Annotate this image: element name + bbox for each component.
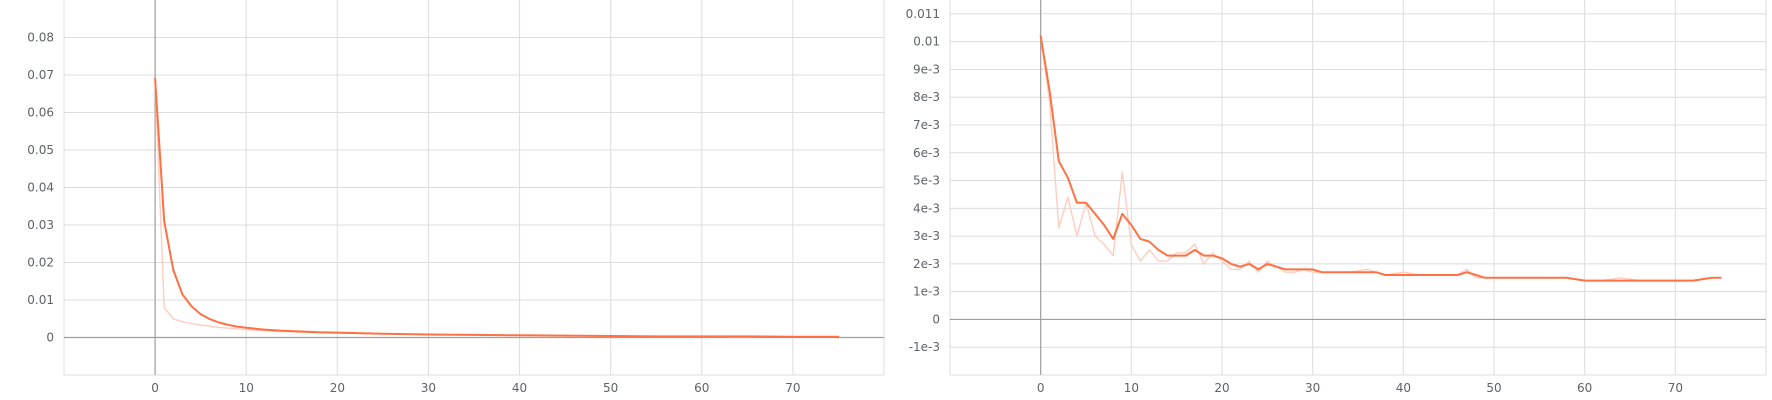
y-tick-label: 0.01 xyxy=(27,293,54,307)
chart-left: 0 10 20 30 40 50 60 70 0 0.01 0.02 0.03 0.04 0.05 0.06… xyxy=(27,0,885,395)
x-tick-label: 0 xyxy=(1037,381,1045,395)
y-tick-label: 0.011 xyxy=(906,7,940,21)
y-tick-label: 4e-3 xyxy=(913,201,940,215)
x-tick-label: 50 xyxy=(1486,381,1501,395)
y-tick-label: 8e-3 xyxy=(913,90,940,104)
y-tick-label: 0.07 xyxy=(27,68,54,82)
smoothed-series-line xyxy=(154,77,840,338)
y-tick-label: 0 xyxy=(46,331,54,345)
x-tick-label: 60 xyxy=(1577,381,1592,395)
x-tick-label: 20 xyxy=(1214,381,1229,395)
y-tick-label: 7e-3 xyxy=(913,118,940,132)
x-tick-label: 40 xyxy=(512,381,527,395)
smoothed-series-line xyxy=(1039,35,1722,282)
y-tick-label: 0.08 xyxy=(27,31,54,45)
y-tick-label: 1e-3 xyxy=(913,285,940,299)
x-tick-label: 50 xyxy=(603,381,618,395)
y-tick-label: 2e-3 xyxy=(913,257,940,271)
x-tick-label: 70 xyxy=(1668,381,1683,395)
y-tick-label: 0.03 xyxy=(27,218,54,232)
x-tick-label: 10 xyxy=(239,381,254,395)
x-tick-label: 10 xyxy=(1124,381,1139,395)
y-tick-label: 9e-3 xyxy=(913,62,940,76)
y-tick-label: 5e-3 xyxy=(913,174,940,188)
x-tick-label: 30 xyxy=(1305,381,1320,395)
x-tick-label: 30 xyxy=(421,381,436,395)
raw-series-line xyxy=(1039,35,1722,282)
y-tick-label: 3e-3 xyxy=(913,229,940,243)
y-tick-label: -1e-3 xyxy=(909,340,940,354)
y-tick-label: 6e-3 xyxy=(913,146,940,160)
raw-series-line xyxy=(154,78,840,338)
chart-right: 0 10 20 30 40 50 60 70 -1e-3 0 1e-3 2e-3 3e-3 4e-3 5e-… xyxy=(906,0,1767,395)
x-tick-label: 40 xyxy=(1396,381,1411,395)
y-tick-label: 0.05 xyxy=(27,143,54,157)
y-tick-label: 0.04 xyxy=(27,181,54,195)
x-tick-label: 60 xyxy=(694,381,709,395)
y-tick-label: 0.06 xyxy=(27,106,54,120)
y-tick-label: 0.02 xyxy=(27,256,54,270)
x-tick-label: 20 xyxy=(330,381,345,395)
y-tick-label: 0 xyxy=(932,312,940,326)
x-tick-label: 0 xyxy=(151,381,159,395)
x-tick-label: 70 xyxy=(785,381,800,395)
y-tick-label: 0.01 xyxy=(913,35,940,49)
